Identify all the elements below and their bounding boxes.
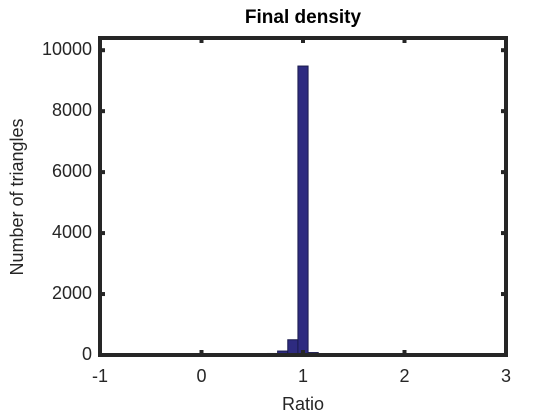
x-tick-label: -1 — [92, 366, 108, 386]
x-tick-label: 0 — [196, 366, 206, 386]
x-tick-label: 2 — [399, 366, 409, 386]
y-tick-label: 8000 — [52, 100, 92, 120]
x-tick-label: 3 — [501, 366, 511, 386]
y-tick-label: 2000 — [52, 283, 92, 303]
x-axis-label: Ratio — [282, 394, 324, 414]
y-tick-label: 6000 — [52, 161, 92, 181]
histogram-bar — [287, 339, 299, 356]
y-axis-label: Number of triangles — [7, 118, 27, 275]
histogram-bar — [297, 65, 309, 356]
y-tick-label: 0 — [82, 344, 92, 364]
y-tick-label: 4000 — [52, 222, 92, 242]
x-tick-label: 1 — [298, 366, 308, 386]
axes-box — [98, 36, 508, 357]
y-tick-label: 10000 — [42, 39, 92, 59]
chart-title: Final density — [245, 7, 362, 28]
